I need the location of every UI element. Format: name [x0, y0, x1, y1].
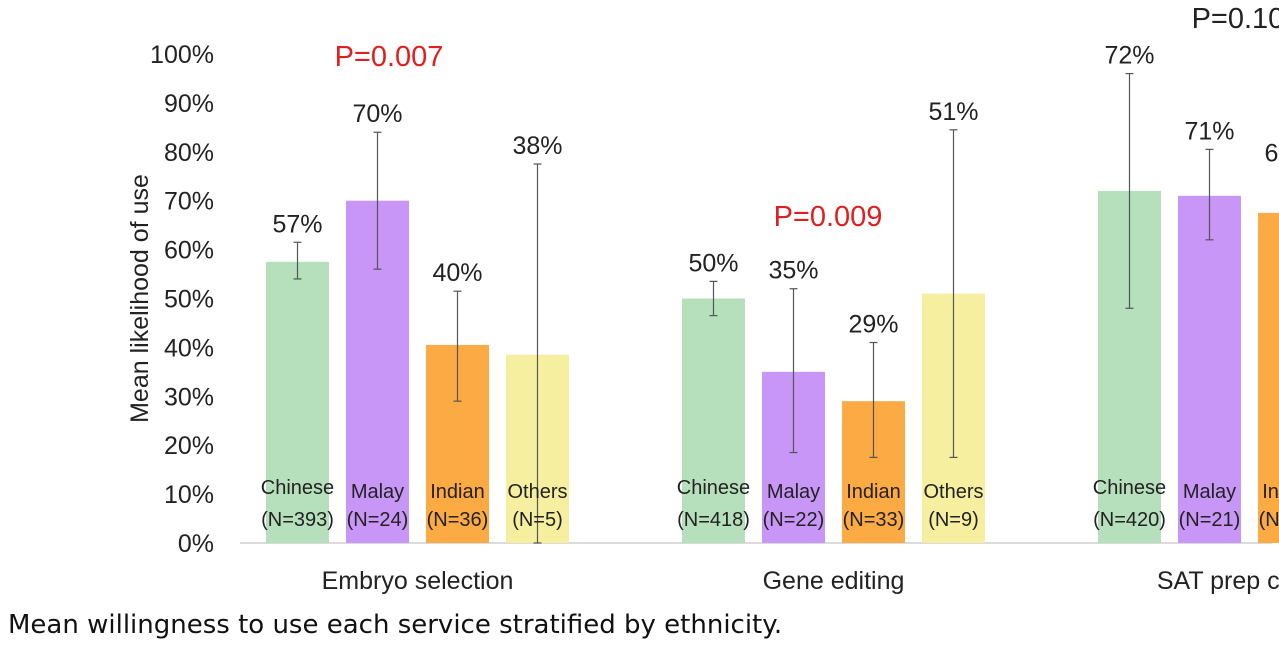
bar-category-label: Chinese	[677, 477, 750, 499]
bar-n-label: (N=49)	[1259, 509, 1279, 531]
y-tick-label: 0%	[178, 530, 214, 558]
labels-layer: 57% Chinese (N=393) 70% Malay (N=24) 40% Indian…	[261, 3, 1279, 595]
data-label: 38%	[512, 132, 562, 160]
y-tick-label: 50%	[164, 286, 214, 314]
x-category-label: Gene editing	[763, 567, 905, 595]
y-tick-label: 30%	[164, 383, 214, 411]
y-tick-label: 100%	[150, 41, 214, 69]
bar-n-label: (N=393)	[261, 509, 334, 531]
data-label: 70%	[352, 100, 402, 128]
data-label: 67%	[1264, 139, 1279, 167]
y-tick-label: 10%	[164, 481, 214, 509]
bar-category-label: Indian	[1262, 481, 1279, 503]
bar-category-label: Others	[507, 481, 567, 503]
bar-n-label: (N=36)	[427, 509, 489, 531]
bar-category-label: Malay	[351, 481, 404, 503]
y-tick-label: 20%	[164, 432, 214, 460]
bar-n-label: (N=22)	[763, 509, 825, 531]
y-axis-label-group: Mean likelihood of use	[126, 174, 154, 423]
bar-n-label: (N=5)	[512, 509, 563, 531]
x-category-label: SAT prep course	[1157, 567, 1279, 595]
y-tick-label: 60%	[164, 237, 214, 265]
bar-group	[682, 129, 985, 543]
data-label: 29%	[848, 311, 898, 339]
bar-n-label: (N=9)	[928, 509, 979, 531]
bar-n-label: (N=21)	[1179, 509, 1241, 531]
y-tick-label: 80%	[164, 139, 214, 167]
bar-n-label: (N=420)	[1093, 509, 1166, 531]
bar	[266, 261, 329, 543]
y-axis-title: Mean likelihood of use	[126, 174, 154, 423]
bar-n-label: (N=33)	[843, 509, 905, 531]
p-value-label: P=0.007	[335, 41, 444, 73]
bar-n-label: (N=418)	[677, 509, 750, 531]
bar-category-label: Others	[923, 481, 983, 503]
bar-n-label: (N=24)	[347, 509, 409, 531]
data-label: 71%	[1184, 117, 1234, 145]
data-label: 50%	[688, 249, 738, 277]
bars-layer	[266, 72, 1279, 544]
bar	[1258, 212, 1279, 544]
y-tick-label: 90%	[164, 90, 214, 118]
data-label: 72%	[1104, 42, 1154, 70]
bar-category-label: Chinese	[261, 477, 334, 499]
bar-group	[1098, 72, 1279, 544]
data-label: 57%	[272, 210, 322, 238]
bar	[682, 298, 745, 543]
bar-category-label: Chinese	[1093, 477, 1166, 499]
bar	[1178, 195, 1241, 543]
y-tick-label: 70%	[164, 188, 214, 216]
bar-category-label: Malay	[1183, 481, 1236, 503]
data-label: 51%	[928, 98, 978, 126]
figure-caption: Mean willingness to use each service str…	[8, 610, 783, 640]
p-value-label: P=0.009	[774, 201, 883, 233]
y-tick-label: 40%	[164, 334, 214, 362]
p-value-label: P=0.108	[1192, 3, 1279, 35]
bar-category-label: Indian	[846, 481, 901, 503]
bar-category-label: Malay	[767, 481, 820, 503]
chart: Mean likelihood of use 0% 10% 20% 30% 40% 50%…	[126, 3, 1279, 595]
bar-category-label: Indian	[430, 481, 485, 503]
bar-group	[266, 131, 569, 544]
data-label: 40%	[432, 259, 482, 287]
data-label: 35%	[768, 257, 818, 285]
y-tick-labels: 0% 10% 20% 30% 40% 50% 60% 70% 80% 90% 100%	[150, 41, 214, 558]
x-category-label: Embryo selection	[322, 567, 514, 595]
